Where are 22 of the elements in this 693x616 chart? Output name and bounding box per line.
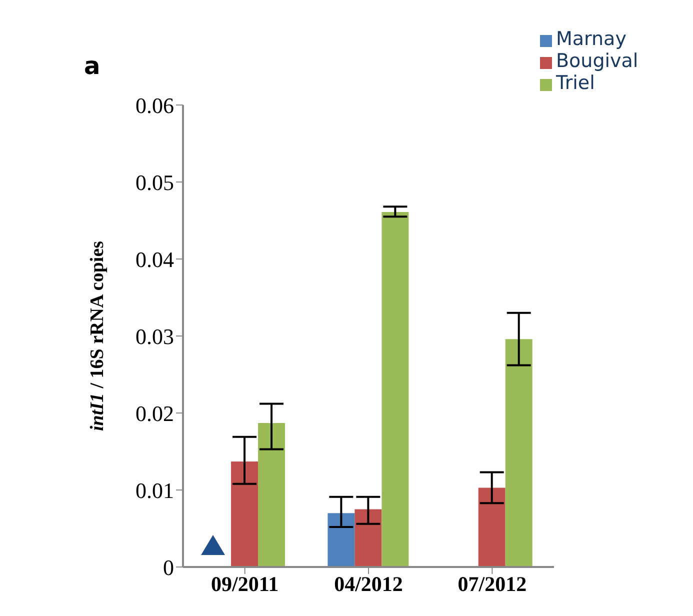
x-tick-label: 09/2011 [210, 572, 279, 596]
legend-label: Triel [556, 72, 595, 94]
y-tick-label: 0.04 [136, 246, 174, 272]
y-tick-label: 0.01 [136, 478, 174, 503]
bar [231, 462, 258, 567]
y-tick-label: 0.05 [136, 170, 174, 195]
y-tick-label: 0.06 [136, 92, 174, 118]
chart-title: a [84, 52, 100, 80]
y-tick-label: 0.03 [136, 324, 174, 349]
bar [382, 212, 409, 567]
legend-label: Bougival [556, 50, 638, 72]
bar [258, 423, 286, 567]
bar [478, 488, 506, 567]
y-tick-label: 0.02 [136, 400, 174, 426]
bar [505, 339, 532, 567]
x-tick-label: 04/2012 [334, 572, 403, 596]
y-axis-title: intI1 / 16S rRNA copies [87, 240, 108, 432]
y-tick-label: 0 [163, 554, 174, 580]
x-tick-label: 07/2012 [458, 572, 527, 596]
bar [354, 509, 382, 567]
bar [328, 513, 355, 567]
legend-label: Marnay [556, 28, 626, 50]
